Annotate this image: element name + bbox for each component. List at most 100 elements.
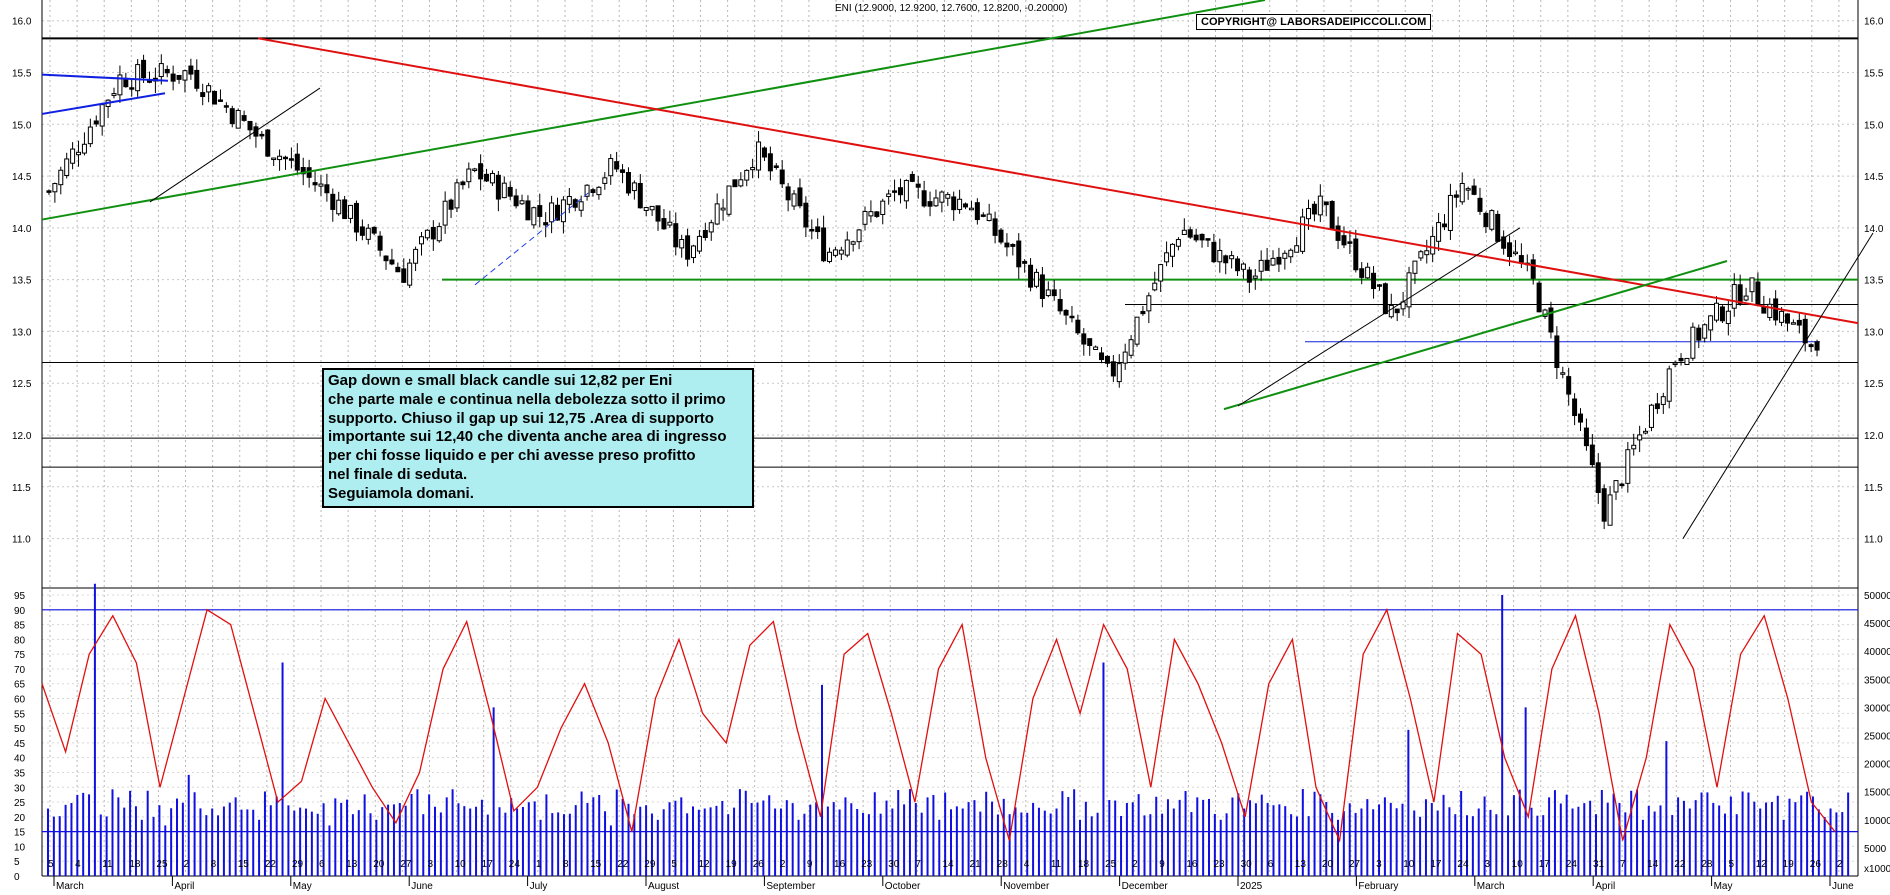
candle-body — [1270, 257, 1276, 266]
candle-body — [1152, 282, 1158, 291]
candlestick-series — [46, 54, 1820, 530]
candle-body — [135, 64, 141, 92]
day-tick-label: 8 — [211, 859, 217, 870]
candle-body — [856, 229, 862, 243]
candle-body — [241, 115, 247, 121]
trendlines — [41, 0, 1874, 539]
candle-body — [720, 207, 726, 211]
candle-body — [679, 239, 685, 249]
candle-body — [389, 259, 395, 265]
trendline-black-april — [149, 87, 321, 203]
candle-body — [330, 193, 336, 210]
month-label: February — [1358, 881, 1398, 892]
candle-body — [862, 210, 868, 225]
candle-body — [1737, 284, 1743, 304]
volume-tick-label: 30000 — [1864, 703, 1890, 714]
day-tick-label: 2 — [1837, 859, 1843, 870]
day-tick-label: 9 — [807, 859, 813, 870]
candle-body — [572, 199, 578, 208]
day-tick-label: 11 — [102, 859, 113, 870]
candle-body — [1459, 182, 1465, 203]
candle-body — [46, 190, 52, 193]
candle-body — [1022, 260, 1028, 264]
candle-body — [495, 174, 501, 200]
oscillator-tick-label: 25 — [14, 798, 26, 809]
price-tick-label-left: 11.0 — [12, 535, 31, 546]
price-tick-label-left: 14.5 — [12, 172, 32, 183]
candle-body — [702, 229, 708, 239]
price-tick-label-right: 13.5 — [1864, 276, 1884, 287]
day-tick-label: 30 — [1241, 859, 1253, 870]
oscillator-tick-label: 60 — [14, 695, 26, 706]
candle-body — [247, 120, 253, 131]
day-tick-label: 5 — [48, 859, 54, 870]
candle-body — [1643, 430, 1649, 434]
month-label: 2025 — [1240, 881, 1263, 892]
candle-body — [1371, 272, 1377, 290]
month-label: December — [1122, 881, 1169, 892]
candle-body — [1353, 238, 1359, 271]
candle-body — [1424, 250, 1430, 256]
oscillator-line — [41, 608, 1858, 843]
candle-body — [1536, 282, 1542, 313]
candle-body — [288, 158, 294, 161]
day-tick-label: 8 — [563, 859, 569, 870]
candle-body — [590, 189, 596, 193]
day-tick-label: 15 — [590, 859, 602, 870]
note-line: supporto. Chiuso il gap up sui 12,75 .Ar… — [328, 409, 714, 427]
candle-body — [294, 153, 300, 171]
candle-body — [927, 201, 933, 207]
day-tick-label: 4 — [75, 859, 81, 870]
candle-body — [761, 147, 767, 158]
candle-body — [519, 200, 525, 205]
candle-body — [1714, 302, 1720, 321]
candle-body — [513, 195, 519, 207]
day-tick-label: 17 — [1539, 859, 1551, 870]
candle-body — [87, 126, 93, 145]
candle-body — [1483, 212, 1489, 228]
price-tick-label-right: 15.5 — [1864, 69, 1884, 80]
candle-body — [141, 59, 147, 79]
day-tick-label: 23 — [861, 859, 873, 870]
candle-body — [773, 165, 779, 169]
candle-body — [797, 187, 803, 207]
candle-body — [785, 186, 791, 201]
trendline-blue-upper — [41, 73, 169, 82]
candle-body — [909, 173, 915, 182]
candle-body — [1731, 284, 1737, 309]
day-tick-label: 29 — [292, 859, 304, 870]
candle-body — [1465, 188, 1471, 191]
candle-body — [64, 158, 70, 177]
candle-body — [1347, 241, 1353, 244]
candle-body — [1708, 315, 1714, 331]
trendline-black-may — [1682, 232, 1874, 539]
price-tick-label-right: 16.0 — [1864, 17, 1884, 28]
candle-body — [194, 69, 200, 89]
candle-body — [99, 104, 105, 127]
day-tick-label: 17 — [1430, 859, 1442, 870]
candle-body — [318, 183, 324, 187]
candle-body — [992, 218, 998, 236]
day-tick-label: 21 — [970, 859, 982, 870]
volume-tick-label: 35000 — [1864, 675, 1890, 686]
candle-body — [1146, 295, 1152, 312]
day-tick-label: 6 — [1268, 859, 1274, 870]
candle-body — [1666, 368, 1672, 402]
day-tick-label: 12 — [699, 859, 711, 870]
candle-body — [850, 241, 856, 245]
candle-body — [892, 190, 898, 193]
price-tick-label-left: 14.0 — [12, 224, 32, 235]
price-tick-label-left: 16.0 — [12, 17, 32, 28]
day-tick-label: 3 — [1376, 859, 1382, 870]
candle-body — [348, 204, 354, 219]
candle-body — [1187, 229, 1193, 238]
candle-body — [945, 194, 951, 199]
candle-body — [436, 226, 442, 242]
month-label: March — [56, 881, 84, 892]
month-label: November — [1003, 881, 1050, 892]
candle-body — [608, 158, 614, 177]
candle-body — [472, 168, 478, 171]
candle-body — [844, 239, 850, 256]
grid-lines — [42, 0, 1858, 877]
candle-body — [957, 198, 963, 210]
